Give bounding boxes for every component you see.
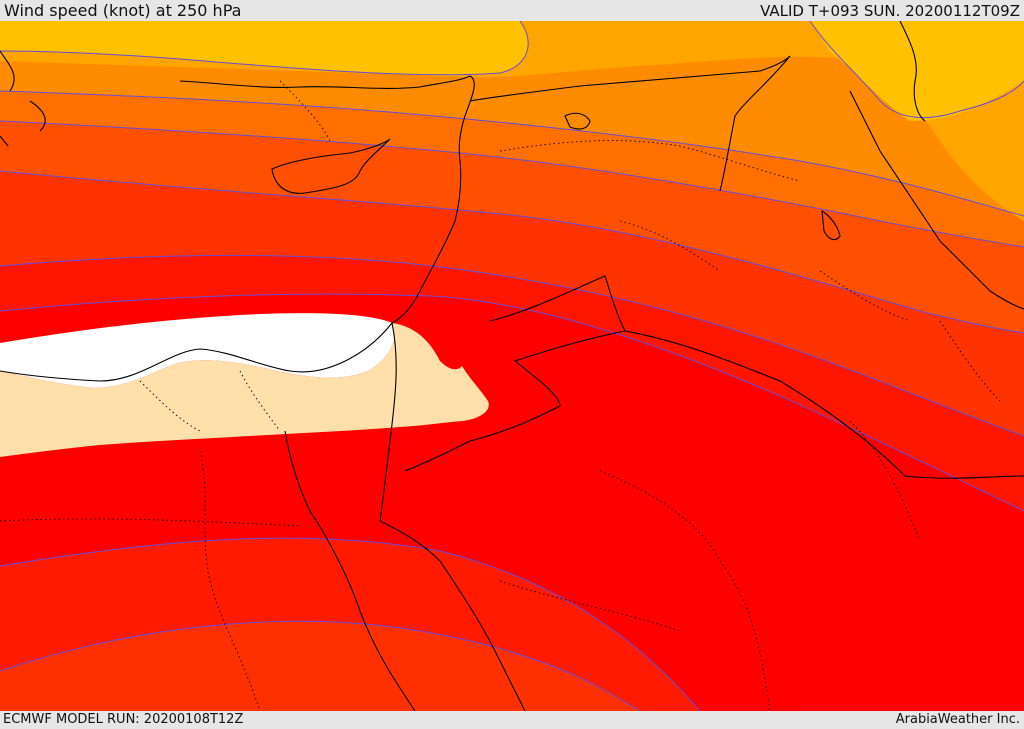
caspian-coast: [899, 21, 926, 122]
border-jordan: [404, 275, 626, 472]
band-5: [0, 121, 1024, 333]
lake-urmia: [821, 209, 841, 241]
contour-8: [0, 620, 641, 711]
contour-4: [0, 170, 1024, 334]
contour-5: [0, 254, 1024, 437]
red-sea-west: [284, 430, 416, 711]
border-saudi-iraq: [624, 330, 1024, 479]
band-4: [0, 91, 1024, 247]
footer-bar: ECMWF MODEL RUN: 20200108T12Z ArabiaWeat…: [0, 711, 1024, 729]
band-1: [0, 21, 529, 75]
provider-credit: ArabiaWeather Inc.: [895, 712, 1020, 727]
model-run: ECMWF MODEL RUN: 20200108T12Z: [3, 712, 244, 727]
contour-6: [0, 293, 1024, 512]
band-3: [0, 21, 1024, 216]
admin-boundary-5: [849, 420, 921, 542]
border-syria-turkey: [469, 55, 791, 102]
low-wind-area: [0, 323, 489, 457]
admin-boundary-11: [939, 320, 1001, 402]
contour-1: [0, 21, 529, 76]
red-sea-east: [379, 520, 526, 711]
sinai-coast: [379, 322, 397, 522]
border-syria-iraq: [719, 55, 791, 192]
contour-3: [0, 120, 1024, 248]
admin-boundary-6: [499, 140, 801, 182]
egypt-coast: [0, 322, 393, 382]
contour-9: [809, 21, 1024, 119]
title-bar: Wind speed (knot) at 250 hPa VALID T+093…: [0, 0, 1024, 21]
chart-title: Wind speed (knot) at 250 hPa: [4, 1, 242, 20]
admin-boundary-1: [0, 518, 301, 527]
band-1-east: [810, 21, 1024, 121]
band-6: [0, 171, 1024, 436]
levant-coast: [391, 160, 462, 324]
admin-boundary-2: [199, 450, 261, 711]
admin-boundary-3: [599, 470, 771, 711]
border-iraq-iran: [849, 90, 941, 242]
admin-boundary-8: [279, 80, 331, 142]
admin-boundary-9: [139, 370, 281, 432]
cyprus-coast: [271, 138, 391, 194]
valid-time: VALID T+093 SUN. 20200112T09Z: [760, 2, 1020, 20]
turkey-coast: [179, 75, 475, 162]
jet-core: [0, 313, 395, 388]
contour-2: [0, 90, 1024, 217]
lake: [564, 112, 591, 130]
aegean-coast: [0, 50, 46, 147]
wind-speed-map: [0, 21, 1024, 711]
contour-7: [0, 537, 701, 711]
gulf-coast: [939, 240, 1024, 310]
